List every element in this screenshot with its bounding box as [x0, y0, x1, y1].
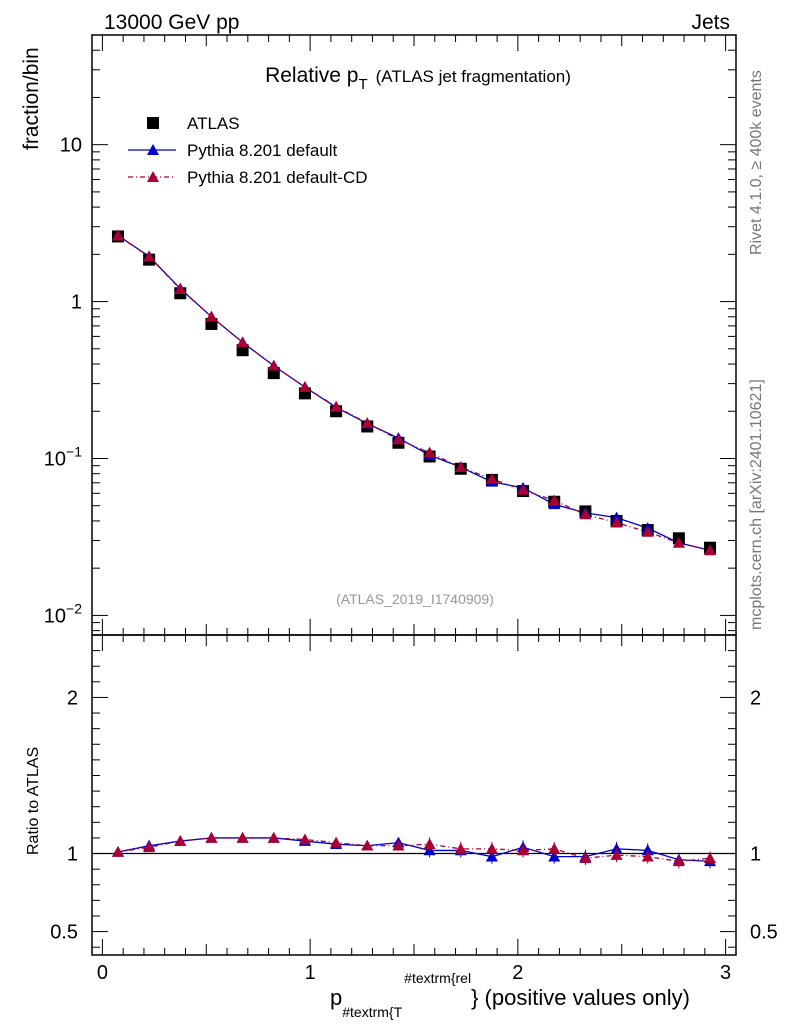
- cd-data-point: [205, 310, 218, 322]
- main-y-tick-label: 1: [71, 292, 82, 314]
- title-subscript: T: [358, 76, 367, 93]
- ratio-y-tick-label-right: 2: [750, 687, 761, 709]
- legend-atlas-marker: [147, 117, 159, 129]
- main-series-group: [111, 229, 717, 556]
- ratio-y-label: Ratio to ATLAS: [25, 747, 42, 855]
- cd-data-point: [330, 400, 343, 412]
- ratio-cd-point: [485, 842, 498, 854]
- ratio-cd-point: [205, 831, 218, 843]
- cd-data-point: [143, 250, 156, 262]
- cd-data-point: [174, 283, 187, 294]
- ratio-cd-point: [454, 842, 467, 854]
- default-series-line: [117, 234, 711, 551]
- main-y-tick-label: 10−2: [44, 600, 82, 627]
- ratio-cd-point: [423, 838, 436, 849]
- ratio-default-point: [485, 850, 498, 862]
- cd-data-point: [454, 461, 467, 472]
- atlas-data-point: [236, 344, 249, 357]
- cd-data-point: [517, 483, 530, 495]
- ratio-cd-point: [704, 852, 717, 864]
- main-x-ticks: [101, 35, 727, 635]
- legend-default-label: Pythia 8.201 default: [187, 141, 338, 160]
- ratio-x-tick-label: 3: [720, 962, 731, 984]
- xlabel-main: p: [330, 985, 342, 1010]
- ratio-cd-point: [392, 839, 405, 851]
- ratio-cd-point: [330, 836, 343, 848]
- header-right: Jets: [691, 11, 730, 34]
- ratio-y-tick-label-right: 0.5: [750, 922, 778, 944]
- ratio-x-tick-label: 1: [305, 962, 316, 984]
- legend: ATLAS Pythia 8.201 default Pythia 8.201 …: [128, 114, 368, 187]
- cd-data-point: [267, 359, 280, 371]
- xlabel-superscript: #textrm{rel: [404, 970, 471, 986]
- cd-data-point: [672, 536, 685, 548]
- ratio-x-tick-label: 0: [97, 962, 108, 984]
- ratio-cd-point: [143, 841, 156, 853]
- cd-data-point: [641, 526, 654, 537]
- ratio-series-group: [111, 831, 717, 869]
- ratio-cd-point: [610, 849, 623, 860]
- main-y-label: fraction/bin: [20, 47, 43, 150]
- main-y-tick-label: 10−1: [44, 443, 82, 470]
- ratio-cd-point: [579, 852, 592, 864]
- title-main: Relative p: [265, 64, 358, 87]
- ratio-cd-line: [117, 837, 711, 862]
- cd-data-point: [423, 446, 436, 458]
- header-left: 13000 GeV pp: [104, 11, 239, 34]
- ratio-cd-point: [548, 842, 561, 854]
- cd-data-point: [704, 544, 717, 556]
- ratio-cd-point: [298, 833, 311, 845]
- cd-data-point: [298, 381, 311, 392]
- ratio-default-point: [548, 850, 561, 862]
- ratio-y-tick-label: 2: [67, 687, 78, 709]
- legend-cd-label: Pythia 8.201 default-CD: [187, 168, 368, 187]
- ratio-x-tick-label: 2: [512, 962, 523, 984]
- cd-data-point: [392, 433, 405, 445]
- rivet-version-text: Rivet 4.1.0, ≥ 400k events: [748, 70, 765, 255]
- cd-series-line: [117, 235, 711, 551]
- ratio-cd-point: [517, 844, 530, 856]
- ratio-cd-point: [361, 839, 374, 851]
- ratio-cd-point: [236, 831, 249, 843]
- main-y-tick-label: 10: [60, 135, 82, 157]
- analysis-id: (ATLAS_2019_I1740909): [336, 591, 494, 607]
- ratio-cd-point: [267, 831, 280, 843]
- ratio-cd-point: [672, 855, 685, 867]
- main-y-axis: 10 1 10−1 10−2: [44, 34, 736, 632]
- cd-data-point: [485, 473, 498, 484]
- legend-default-marker: [147, 144, 159, 155]
- cd-data-point: [361, 417, 374, 428]
- cd-data-point: [579, 508, 592, 520]
- legend-cd-marker: [147, 171, 159, 182]
- ratio-cd-point: [641, 850, 654, 862]
- title-suffix: (ATLAS jet fragmentation): [376, 67, 571, 86]
- ratio-cd-point: [174, 835, 187, 846]
- xlabel-subscript: #textrm{T: [342, 1004, 402, 1020]
- x-axis-label: p#textrm{T #textrm{rel} (positive values …: [330, 970, 690, 1020]
- cd-data-point: [610, 516, 623, 528]
- ratio-panel-frame: [91, 634, 737, 956]
- ratio-axes: 0 1 2 3 2 2 1 1 0.5 0.5: [50, 635, 778, 984]
- legend-atlas-label: ATLAS: [187, 114, 240, 133]
- cd-data-point: [111, 229, 124, 241]
- ratio-y-tick-label: 1: [67, 844, 78, 866]
- cd-data-point: [548, 494, 561, 506]
- cd-data-point: [236, 336, 249, 348]
- xlabel-suffix: } (positive values only): [471, 985, 690, 1010]
- ratio-y-tick-label: 0.5: [50, 922, 78, 944]
- ratio-y-tick-label-right: 1: [750, 844, 761, 866]
- mcplots-text: mcplots.cern.ch [arXiv:2401.10621]: [748, 379, 765, 630]
- main-title: Relative pT (ATLAS jet fragmentation): [265, 64, 571, 93]
- ratio-cd-point: [111, 845, 124, 857]
